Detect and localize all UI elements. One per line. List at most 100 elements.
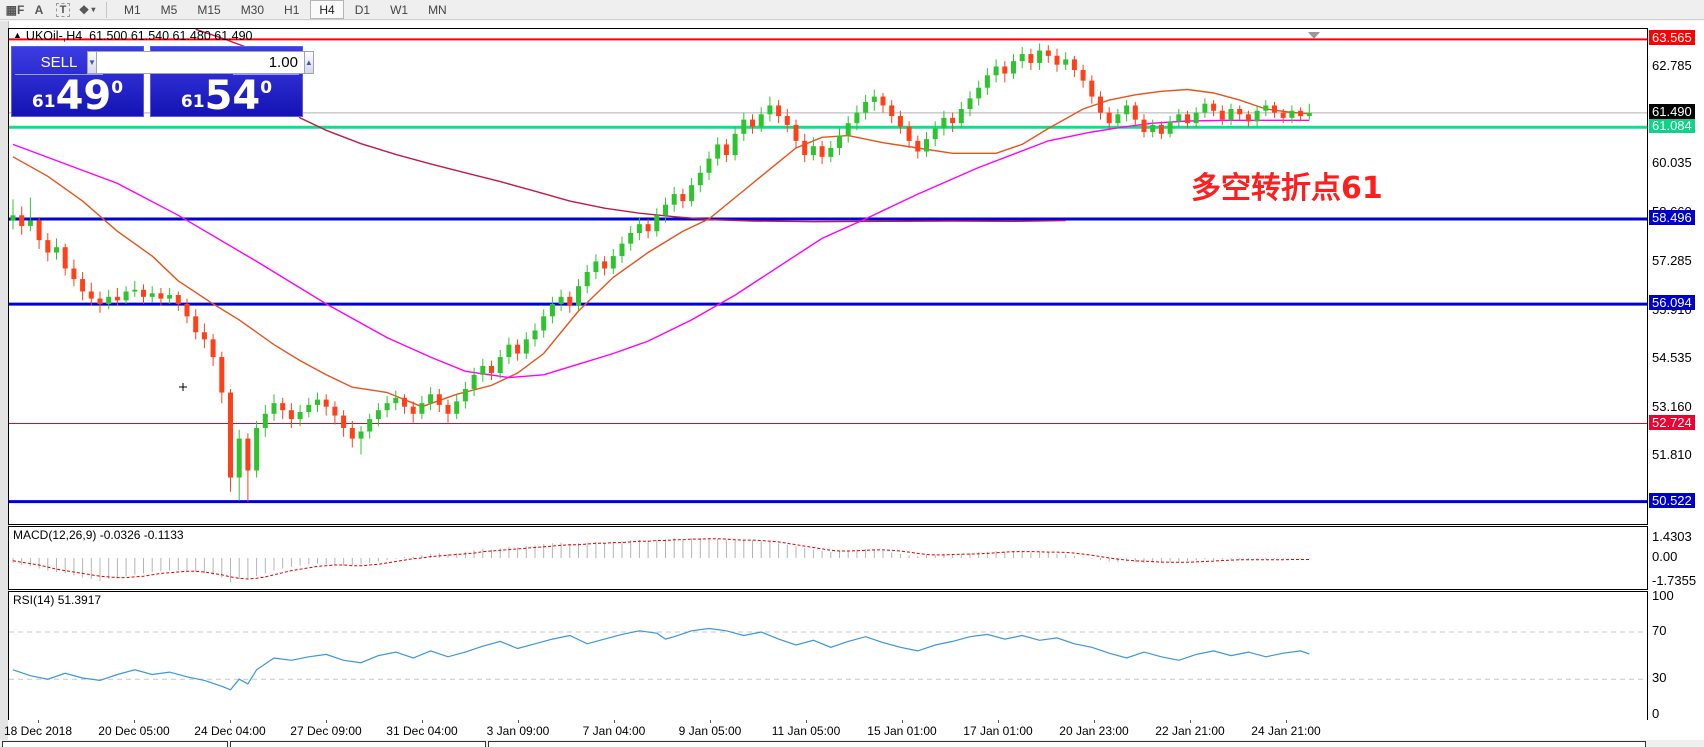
- dropdown-caret-icon[interactable]: ▾: [91, 5, 96, 14]
- time-tick-label: 17 Jan 01:00: [963, 724, 1033, 738]
- time-tick-label: 15 Jan 01:00: [867, 724, 937, 738]
- macd-canvas[interactable]: [9, 527, 1647, 589]
- price-level-badge: 50.522: [1649, 492, 1695, 508]
- price-chart-pane[interactable]: ▲ UKOil-,H4 61.500 61.540 61.480 61.490 6…: [8, 28, 1648, 525]
- timeframe-button-h1[interactable]: H1: [284, 2, 300, 17]
- time-tick-label: 31 Dec 04:00: [386, 724, 458, 738]
- timeframe-button-m5[interactable]: M5: [160, 2, 178, 17]
- time-tick: [422, 720, 423, 723]
- ma-medium-orange: [12, 88, 1310, 408]
- macd-tick-label: 0.00: [1652, 549, 1678, 564]
- chart-toolbar: ▦F A T ❖ ▾ M1 M5 M15 M30 H1 H4 D1 W1 MN: [0, 0, 1704, 20]
- time-tick-label: 27 Dec 09:00: [290, 724, 362, 738]
- rsi-value: 51.3917: [57, 593, 102, 607]
- price-axis[interactable]: 62.78560.03558.66057.28555.91054.53553.1…: [1648, 21, 1704, 740]
- macd-label: MACD(12,26,9) -0.0326 -0.1133: [13, 528, 184, 542]
- time-tick-label: 11 Jan 05:00: [771, 724, 841, 738]
- timeframe-button-d1[interactable]: D1: [354, 2, 371, 17]
- text-box-tool-icon[interactable]: T: [52, 1, 74, 19]
- time-tick-label: 18 Dec 2018: [3, 724, 73, 738]
- macd-name: MACD(12,26,9): [13, 528, 97, 542]
- price-tick-label: 54.535: [1652, 350, 1692, 366]
- macd-values: -0.0326 -0.1133: [99, 528, 184, 542]
- time-tick-label: 20 Dec 05:00: [98, 724, 170, 738]
- timeframe-button-m30[interactable]: M30: [240, 2, 265, 17]
- terminal-tab[interactable]: [488, 741, 1646, 747]
- rsi-name: RSI(14): [13, 593, 55, 607]
- cross-marker-icon: [179, 383, 187, 391]
- current-price-badge: 61.490: [1649, 103, 1695, 119]
- expander-icon[interactable]: ▲: [13, 30, 22, 40]
- time-tick-label: 24 Jan 21:00: [1251, 724, 1321, 738]
- time-tick: [134, 720, 135, 723]
- price-level-badge: 52.724: [1649, 414, 1695, 430]
- buy-price-big: 54: [204, 73, 261, 119]
- time-tick: [902, 720, 903, 723]
- time-tick: [710, 720, 711, 723]
- macd-tick-label: 1.4303: [1652, 528, 1692, 544]
- buy-price-prefix: 61: [180, 92, 205, 112]
- shapes-tool-icon[interactable]: ❖ ▾: [78, 2, 96, 17]
- rsi-tick-label: 30: [1652, 670, 1667, 686]
- macd-tick-label: -1.7355: [1652, 573, 1697, 589]
- price-tick-label: 62.785: [1652, 58, 1692, 73]
- macd-indicator-pane[interactable]: MACD(12,26,9) -0.0326 -0.1133: [8, 526, 1648, 590]
- time-tick: [1094, 720, 1095, 723]
- volume-increase-button[interactable]: ▲: [303, 51, 314, 74]
- grid-fibo-tool-icon[interactable]: ▦F: [5, 2, 25, 17]
- time-axis[interactable]: 18 Dec 2018 20 Dec 05:00 24 Dec 04:00 27 De…: [4, 720, 1648, 740]
- terminal-tab-strip: [0, 740, 1704, 747]
- volume-decrease-button[interactable]: ▼: [87, 51, 97, 74]
- time-tick: [1286, 720, 1287, 723]
- time-tick: [326, 720, 327, 723]
- text-label-tool-icon[interactable]: A: [34, 2, 44, 17]
- sell-price-big: 49: [55, 73, 112, 119]
- time-tick-label: 9 Jan 05:00: [678, 724, 742, 738]
- time-tick: [806, 720, 807, 723]
- price-level-badge: 58.496: [1649, 210, 1695, 225]
- time-tick: [998, 720, 999, 723]
- sell-button[interactable]: SELL: [15, 50, 103, 75]
- rsi-label: RSI(14) 51.3917: [13, 593, 101, 607]
- rsi-canvas[interactable]: [9, 592, 1647, 720]
- timeframe-button-m15[interactable]: M15: [197, 2, 221, 17]
- rsi-indicator-pane[interactable]: RSI(14) 51.3917: [8, 591, 1648, 721]
- terminal-tab[interactable]: [230, 741, 486, 747]
- rsi-tick-label: 70: [1652, 623, 1667, 638]
- time-tick: [38, 720, 39, 723]
- time-tick: [1190, 720, 1191, 723]
- chart-shift-marker-icon: [1308, 32, 1320, 39]
- time-tick-label: 7 Jan 04:00: [582, 724, 646, 738]
- timeframe-button-m1[interactable]: M1: [124, 2, 141, 17]
- price-tick-label: 60.035: [1652, 155, 1692, 171]
- ma-long-magenta: [12, 119, 1310, 379]
- toolbar-separator: [106, 1, 107, 18]
- price-level-badge: 56.094: [1649, 295, 1695, 311]
- time-tick-label: 24 Dec 04:00: [194, 724, 266, 738]
- time-tick-label: 22 Jan 21:00: [1155, 724, 1225, 738]
- terminal-tab[interactable]: [2, 741, 228, 747]
- volume-input[interactable]: [96, 51, 304, 74]
- time-tick: [614, 720, 615, 723]
- price-tick-label: 51.810: [1652, 446, 1692, 462]
- time-tick-label: 20 Jan 23:00: [1059, 724, 1129, 738]
- timeframe-button-mn[interactable]: MN: [428, 2, 447, 17]
- text-box-glyph: T: [55, 2, 71, 17]
- rsi-line: [12, 627, 1310, 691]
- sell-price-prefix: 61: [31, 92, 56, 112]
- timeframe-button-h4[interactable]: H4: [310, 0, 344, 19]
- timeframe-button-w1[interactable]: W1: [390, 2, 409, 17]
- time-tick: [230, 720, 231, 723]
- rsi-tick-label: 100: [1652, 587, 1674, 603]
- price-level-badge: 63.565: [1649, 30, 1695, 46]
- sell-price: 61 49 0: [12, 73, 143, 119]
- price-tick-label: 57.285: [1652, 252, 1692, 268]
- chart-text-annotation: 多空转折点61: [1191, 171, 1383, 206]
- rsi-tick-label: 0: [1652, 705, 1660, 721]
- macd-signal-line: [12, 538, 1310, 580]
- time-tick-label: 3 Jan 09:00: [486, 724, 550, 738]
- buy-price-sup: 0: [260, 78, 273, 98]
- candlestick-canvas[interactable]: [9, 29, 1647, 524]
